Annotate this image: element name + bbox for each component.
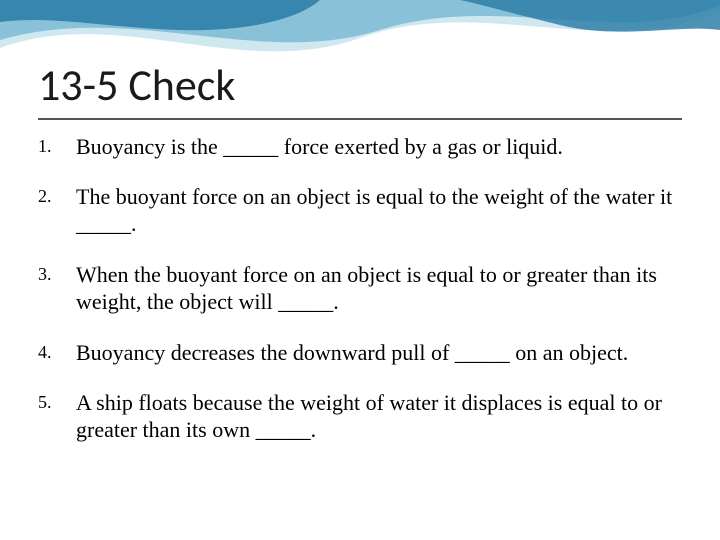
numbered-list: Buoyancy is the _____ force exerted by a… [38,134,682,445]
list-item: The buoyant force on an object is equal … [38,184,682,238]
slide-title: 13-5 Check [38,58,682,112]
list-item: A ship floats because the weight of wate… [38,390,682,444]
list-item: Buoyancy is the _____ force exerted by a… [38,134,682,161]
title-underline [38,118,682,120]
list-item: Buoyancy decreases the downward pull of … [38,340,682,367]
list-item: When the buoyant force on an object is e… [38,262,682,316]
slide-content: 13-5 Check Buoyancy is the _____ force e… [0,0,720,444]
